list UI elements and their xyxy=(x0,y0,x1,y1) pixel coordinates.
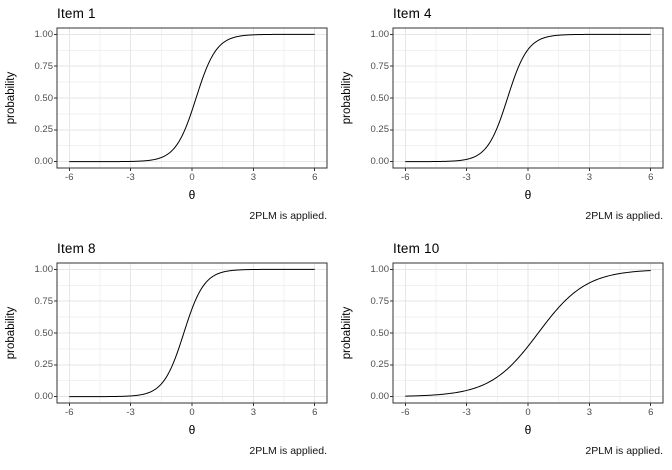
x-tick-label: 3 xyxy=(250,407,256,418)
icc-panel-item-4: Item 4 probability θ 2PLM is applied. -6… xyxy=(336,0,672,235)
y-tick-label: 0.25 xyxy=(34,124,54,136)
x-tick-label: -3 xyxy=(126,407,135,418)
panel-caption: 2PLM is applied. xyxy=(249,210,327,222)
x-tick-label: -3 xyxy=(462,407,471,418)
y-tick-label: 1.00 xyxy=(34,263,54,275)
y-tick-label: 0.25 xyxy=(370,124,390,136)
icc-panel-item-10: Item 10 probability θ 2PLM is applied. -… xyxy=(336,235,672,470)
y-tick-label: 1.00 xyxy=(370,263,390,275)
y-tick-label: 0.50 xyxy=(34,327,54,339)
x-tick-label: -6 xyxy=(65,172,74,183)
y-tick-label: 0.50 xyxy=(370,327,390,339)
x-tick-label: -6 xyxy=(65,407,74,418)
panel-caption: 2PLM is applied. xyxy=(249,445,327,457)
panel-title: Item 4 xyxy=(393,6,432,21)
panel-caption: 2PLM is applied. xyxy=(585,445,663,457)
icc-plot-item-8 xyxy=(54,262,328,406)
x-tick-label: 0 xyxy=(189,172,195,183)
x-tick-label: 6 xyxy=(312,407,318,418)
y-tick-label: 0.25 xyxy=(370,359,390,371)
x-tick-label: -3 xyxy=(126,172,135,183)
y-tick-label: 0.50 xyxy=(34,92,54,104)
x-tick-label: -6 xyxy=(401,172,410,183)
x-tick-label: 3 xyxy=(586,407,592,418)
panel-title: Item 1 xyxy=(57,6,96,21)
icc-curve xyxy=(405,33,651,163)
x-tick-label: -3 xyxy=(462,172,471,183)
y-tick-label: 1.00 xyxy=(34,28,54,40)
y-tick-label: 0.50 xyxy=(370,92,390,104)
icc-panel-item-1: Item 1 probability θ 2PLM is applied. -6… xyxy=(0,0,336,235)
x-axis-label: θ xyxy=(524,423,532,437)
y-tick-label: 0.00 xyxy=(370,156,390,168)
y-tick-label: 0.00 xyxy=(370,391,390,403)
icc-panel-item-8: Item 8 probability θ 2PLM is applied. -6… xyxy=(0,235,336,470)
icc-curve xyxy=(405,270,651,397)
panel-caption: 2PLM is applied. xyxy=(585,210,663,222)
x-axis-label: θ xyxy=(188,423,196,437)
y-tick-label: 0.25 xyxy=(34,359,54,371)
x-tick-label: 6 xyxy=(312,172,318,183)
x-tick-label: 0 xyxy=(525,407,531,418)
x-tick-label: 0 xyxy=(189,407,195,418)
x-tick-label: 3 xyxy=(250,172,256,183)
y-tick-label: 0.00 xyxy=(34,391,54,403)
panel-title: Item 8 xyxy=(57,241,96,256)
x-tick-label: 6 xyxy=(648,172,654,183)
icc-plot-item-10 xyxy=(390,262,664,406)
y-tick-label: 0.75 xyxy=(34,295,54,307)
panel-title: Item 10 xyxy=(393,241,440,256)
y-tick-label: 0.75 xyxy=(34,60,54,72)
icc-plot-item-4 xyxy=(390,27,664,171)
y-tick-label: 0.00 xyxy=(34,156,54,168)
icc-plot-item-1 xyxy=(54,27,328,171)
x-tick-label: 3 xyxy=(586,172,592,183)
y-tick-label: 1.00 xyxy=(370,28,390,40)
icc-curve xyxy=(69,268,315,398)
x-axis-label: θ xyxy=(524,188,532,202)
icc-curve xyxy=(69,33,315,163)
x-axis-label: θ xyxy=(188,188,196,202)
x-tick-label: -6 xyxy=(401,407,410,418)
x-tick-label: 0 xyxy=(525,172,531,183)
y-tick-label: 0.75 xyxy=(370,60,390,72)
y-tick-label: 0.75 xyxy=(370,295,390,307)
x-tick-label: 6 xyxy=(648,407,654,418)
